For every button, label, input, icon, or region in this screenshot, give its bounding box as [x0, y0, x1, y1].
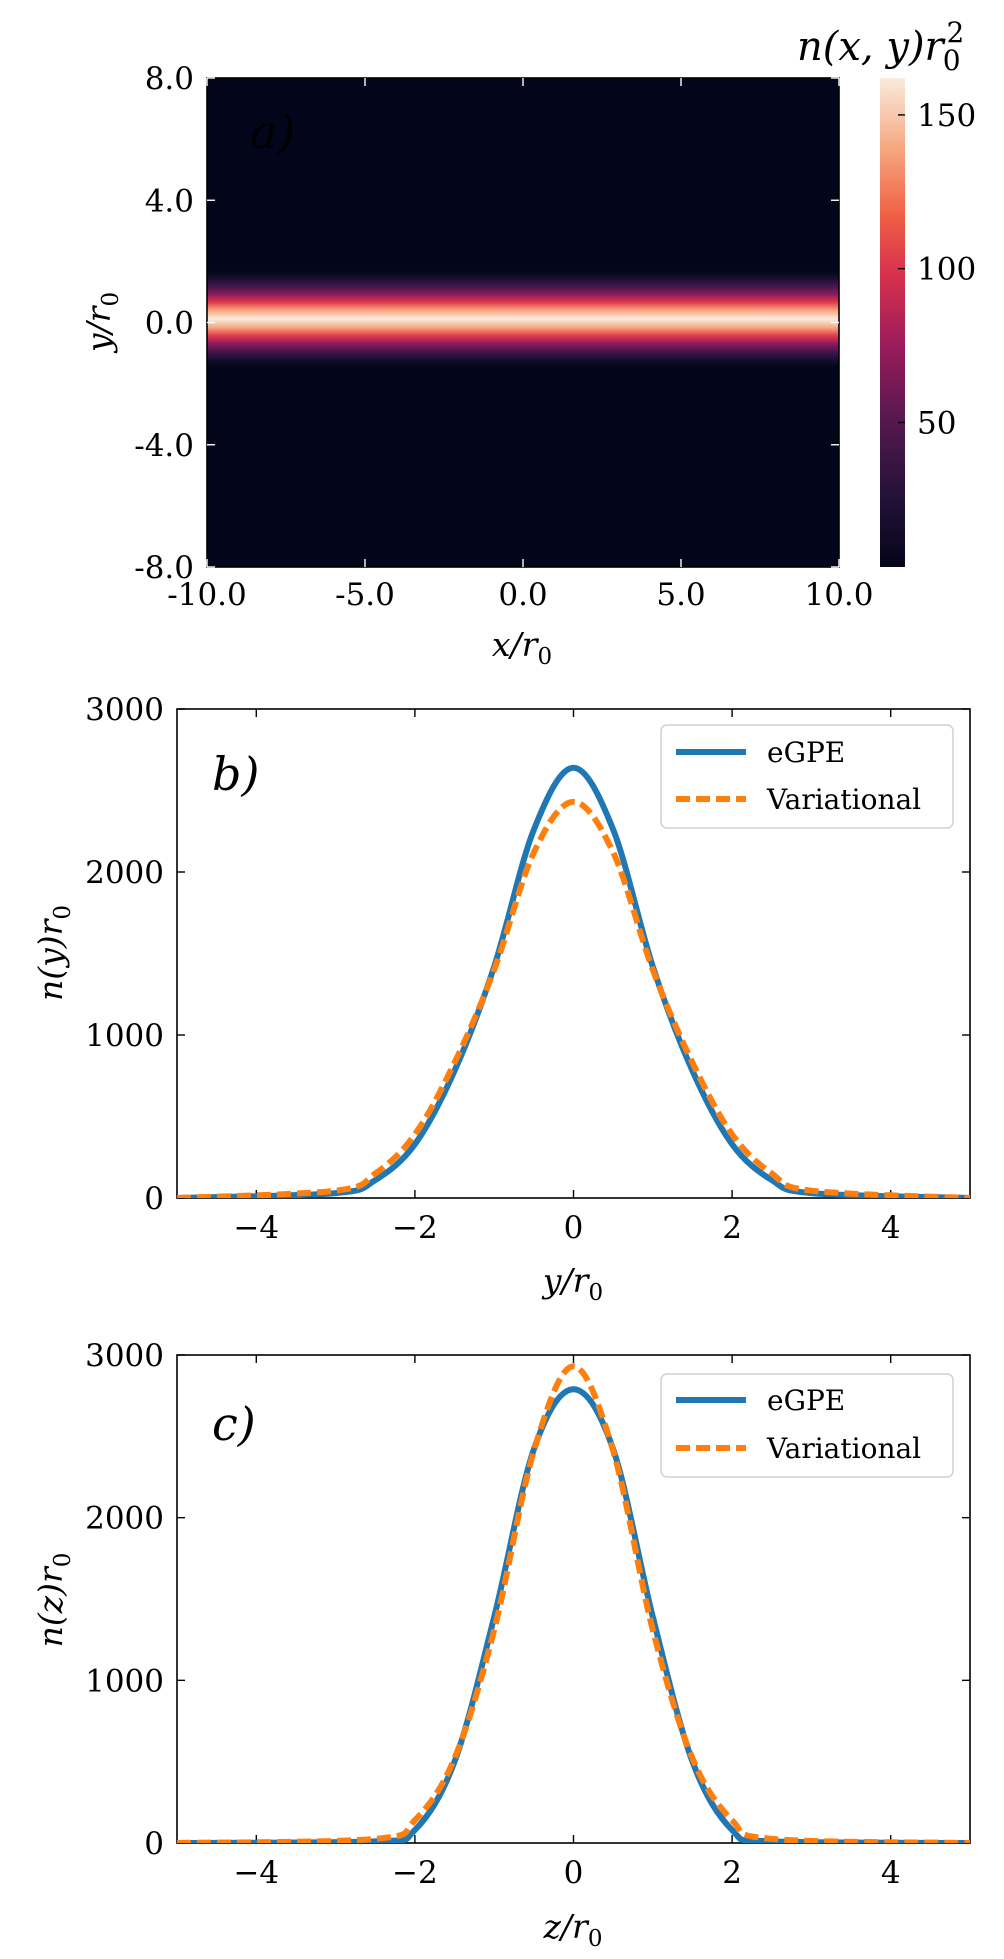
colorbar-tick-label: 150: [917, 98, 976, 134]
panel-c-ticks: −4 −2 0 2 4 0 1000 2000 3000: [85, 1338, 970, 1891]
y-tick-label: 0: [144, 1826, 164, 1862]
colorbar-ticks: 50 100 150: [898, 98, 976, 441]
heatmap-x-axis-label: x/r0: [492, 625, 552, 670]
y-tick-label: 0: [144, 1181, 164, 1217]
panel-label-a: a): [250, 105, 295, 159]
x-tick-label: 0: [564, 1210, 584, 1246]
y-tick-label: 3000: [85, 692, 164, 728]
panel-b-series: [177, 764, 970, 1198]
panel-b: −4 −2 0 2 4 0 1000 2000 3000 b) y/r0 n(y)r0 eGPE…: [31, 692, 971, 1306]
heatmap-y-ticks: 8.0 4.0 0.0 -4.0 -8.0: [134, 61, 839, 586]
x-tick-label: 0.0: [498, 577, 547, 613]
y-tick-label: -8.0: [134, 550, 194, 586]
panel-b-ticks: −4 −2 0 2 4 0 1000 2000 3000: [85, 692, 970, 1246]
y-tick-label: -4.0: [134, 428, 194, 464]
y-tick-label: 1000: [85, 1663, 164, 1699]
y-tick-label: 2000: [85, 855, 164, 891]
panel-c-series: [177, 1363, 970, 1843]
colorbar: [880, 78, 905, 567]
panel-b-x-axis-label: y/r0: [541, 1261, 603, 1306]
x-tick-label: 2: [722, 1855, 742, 1891]
legend-egpe-label: eGPE: [767, 1384, 845, 1417]
x-tick-label: 5.0: [656, 577, 705, 613]
panel-a: -10.0 -5.0 0.0 5.0 10.0 8.0 4.0 0.0 -4.0 -8.0 a)…: [79, 16, 976, 670]
colorbar-title: n(x, y)r02: [797, 16, 964, 77]
x-tick-label: -10.0: [167, 577, 247, 613]
panel-c: −4 −2 0 2 4 0 1000 2000 3000 c) z/r0 n(z)r0 eGPE…: [31, 1338, 971, 1952]
y-tick-label: 2000: [85, 1501, 164, 1537]
heatmap-x-ticks: -10.0 -5.0 0.0 5.0 10.0: [167, 78, 874, 613]
x-tick-label: 10.0: [804, 577, 873, 613]
panel-label-c: c): [212, 1397, 256, 1451]
y-tick-label: 4.0: [145, 183, 194, 219]
legend-egpe-label: eGPE: [767, 736, 845, 769]
x-tick-label: 2: [722, 1210, 742, 1246]
series-line-egpe: [177, 764, 970, 1198]
x-tick-label: −4: [233, 1855, 279, 1891]
colorbar-tick-label: 50: [917, 405, 956, 441]
series-line-variational: [177, 798, 970, 1198]
x-tick-label: 4: [881, 1210, 901, 1246]
legend-variational-label: Variational: [766, 1432, 921, 1465]
panel-b-y-axis-label: n(y)r0: [31, 905, 76, 1001]
panel-label-b: b): [212, 747, 259, 801]
legend-variational-label: Variational: [766, 783, 921, 816]
heatmap-y-axis-label: y/r0: [79, 292, 124, 354]
y-tick-label: 8.0: [145, 61, 194, 97]
panel-c-y-axis-label: n(z)r0: [31, 1553, 76, 1648]
panel-b-legend: eGPE Variational: [660, 724, 954, 829]
panel-c-legend: eGPE Variational: [660, 1373, 954, 1478]
y-tick-label: 1000: [85, 1018, 164, 1054]
y-tick-label: 0.0: [145, 306, 194, 342]
y-tick-label: 3000: [85, 1338, 164, 1374]
x-tick-label: 4: [881, 1855, 901, 1891]
series-line-variational: [177, 1363, 970, 1843]
colorbar-tick-label: 100: [917, 252, 976, 288]
x-tick-label: 0: [564, 1855, 584, 1891]
x-tick-label: −2: [392, 1855, 438, 1891]
x-tick-label: -5.0: [335, 577, 395, 613]
x-tick-label: −2: [392, 1210, 438, 1246]
series-line-egpe: [177, 1386, 970, 1843]
panel-c-x-axis-label: z/r0: [543, 1907, 603, 1952]
x-tick-label: −4: [233, 1210, 279, 1246]
heatmap-density-band: [207, 270, 839, 368]
